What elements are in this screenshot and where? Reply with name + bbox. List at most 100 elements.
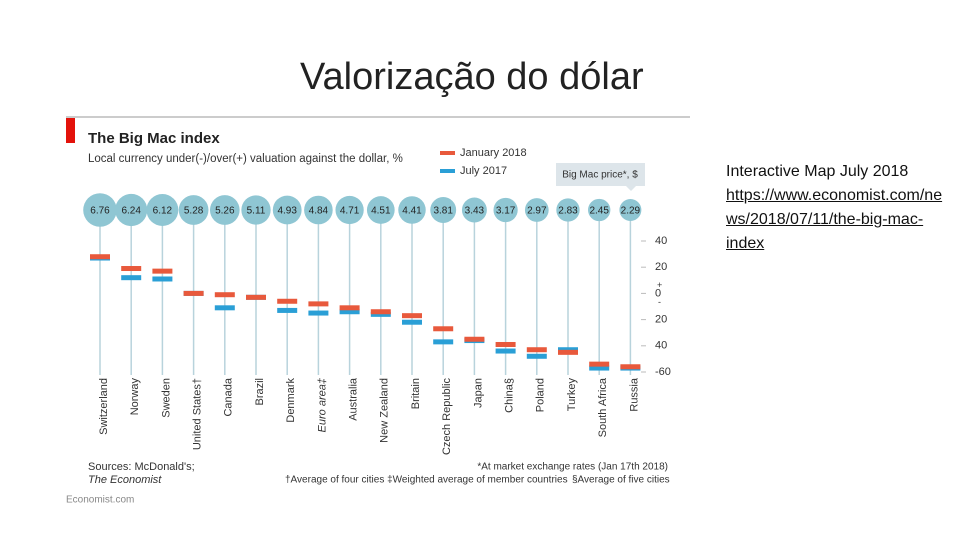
y-tick-label: 40 (655, 235, 667, 247)
y-sign: - (658, 297, 661, 307)
valuation-mark (183, 290, 204, 296)
price-bubble (146, 194, 179, 226)
footnote: §Average of five cities (572, 475, 670, 486)
valuation-mark (370, 311, 391, 317)
valuation-mark (339, 305, 360, 311)
x-tick-label: Brazil (254, 378, 266, 406)
valuation-mark (277, 298, 298, 304)
x-tick-label: South Africa (597, 377, 609, 437)
valuation-mark (589, 361, 610, 367)
valuation-mark (558, 349, 578, 355)
price-callout (556, 163, 645, 191)
y-tick-label: 20 (655, 314, 667, 326)
valuation-mark (246, 294, 266, 300)
price-label: 4.41 (402, 206, 422, 217)
x-tick-label: Australia (348, 377, 360, 421)
valuation-mark (339, 309, 360, 315)
y-tick-label: 0 (655, 287, 661, 299)
x-tick-label: New Zealand (379, 378, 391, 443)
valuation-mark (620, 364, 641, 370)
price-bubble (178, 195, 209, 225)
legend-label: January 2018 (460, 147, 527, 159)
price-label: 2.29 (621, 206, 641, 217)
link[interactable]: https://www.economist.com/news/2018/07/1… (726, 187, 943, 252)
y-tick-label: 40 (655, 340, 667, 352)
price-bubble (366, 196, 395, 224)
x-tick-label: Norway (129, 378, 141, 416)
price-label: 6.24 (121, 206, 141, 217)
source: The Economist (88, 474, 162, 486)
valuation-mark (402, 313, 422, 319)
price-label: 2.97 (527, 206, 547, 217)
price-label: 6.76 (90, 206, 110, 217)
price-label: 3.81 (433, 206, 453, 217)
valuation-mark (495, 348, 516, 354)
x-tick-label: United States† (192, 378, 204, 450)
x-tick-label: Euro area‡ (316, 378, 328, 432)
x-tick-label: Turkey (566, 378, 578, 412)
valuation-mark (495, 341, 516, 347)
price-label: 4.84 (309, 206, 329, 217)
valuation-mark (526, 347, 547, 353)
price-bubble (588, 198, 611, 222)
price-label: Big Mac price*, $ (562, 170, 638, 181)
price-bubble (115, 193, 148, 227)
legend-swatch (440, 169, 455, 173)
valuation-mark (589, 365, 610, 371)
price-label: 5.28 (184, 206, 204, 217)
price-label: 4.93 (277, 206, 297, 217)
x-tick-label: Japan (472, 378, 484, 408)
price-label: 5.26 (215, 206, 235, 217)
price-bubble (83, 193, 117, 227)
price-label: 2.45 (589, 206, 609, 217)
legend-swatch (440, 151, 455, 155)
valuation-mark (558, 347, 578, 353)
accent-bar (66, 118, 75, 143)
chart-subtitle: Local currency under(-)/over(+) valuatio… (88, 153, 403, 165)
price-label: 2.83 (558, 206, 578, 217)
price-bubble (209, 195, 240, 225)
price-bubble (335, 195, 364, 225)
legend-label: July 2017 (460, 165, 507, 177)
price-bubble (493, 197, 518, 223)
price-bubble (241, 195, 271, 225)
x-tick-label: Sweden (160, 378, 172, 418)
chart-title: The Big Mac index (88, 130, 220, 147)
price-bubble (461, 197, 487, 223)
x-tick-label: Poland (535, 378, 547, 412)
note-text: Interactive Map July 2018 (726, 163, 909, 180)
price-bubble (430, 197, 457, 223)
x-tick-label: Britain (410, 378, 422, 409)
price-label: 3.43 (465, 206, 485, 217)
x-tick-label: Switzerland (98, 378, 110, 435)
source: Sources: McDonald's; (88, 461, 195, 473)
slide-title: Valorização do dólar (300, 56, 644, 98)
valuation-mark (308, 310, 329, 316)
y-tick-label: 20 (655, 261, 667, 273)
x-tick-label: China§ (504, 378, 516, 413)
valuation-mark (90, 254, 110, 260)
price-bubble (272, 195, 302, 225)
valuation-mark (433, 326, 454, 332)
valuation-mark (214, 292, 235, 298)
price-label: 5.11 (247, 206, 266, 217)
y-tick-label: -60 (655, 366, 671, 378)
price-bubble (304, 195, 333, 225)
price-bubble (524, 198, 549, 222)
x-tick-label: Canada (223, 377, 235, 416)
price-label: 4.71 (340, 206, 360, 217)
valuation-mark (121, 275, 142, 281)
valuation-mark (433, 339, 454, 345)
price-label: 6.12 (153, 206, 173, 217)
price-label: 3.17 (496, 206, 516, 217)
valuation-mark (214, 305, 235, 311)
credit: Economist.com (66, 495, 134, 506)
footnote: *At market exchange rates (Jan 17th 2018… (477, 462, 668, 473)
price-bubble (619, 199, 642, 221)
x-tick-label: Czech Republic (441, 378, 453, 456)
valuation-mark (464, 336, 485, 342)
valuation-mark (121, 266, 142, 272)
valuation-mark (526, 353, 547, 359)
note: Interactive Map July 2018 https://www.eco… (726, 160, 944, 256)
